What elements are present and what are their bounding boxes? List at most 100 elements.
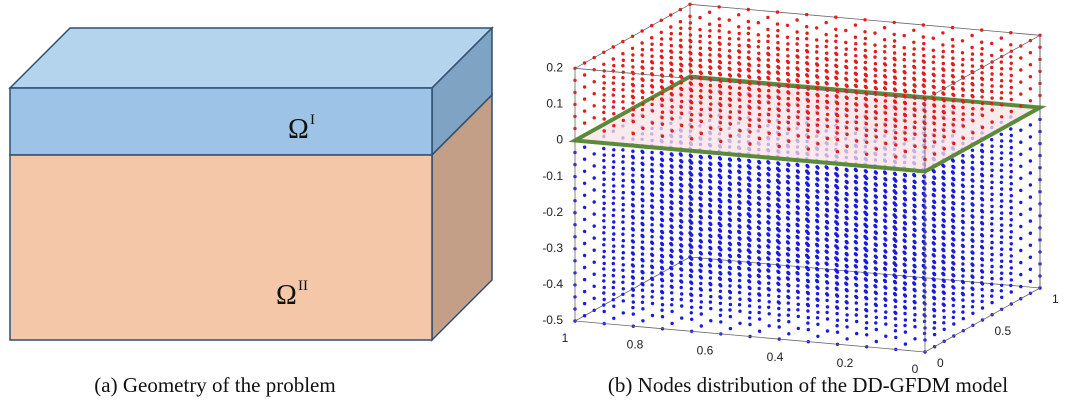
node (593, 188, 596, 191)
node (699, 113, 702, 116)
node (690, 257, 693, 260)
node (990, 72, 993, 75)
node (990, 162, 993, 165)
node (1019, 92, 1022, 95)
node (893, 51, 896, 54)
node (670, 195, 673, 198)
node (875, 340, 878, 343)
node (632, 288, 635, 291)
node (894, 324, 897, 327)
node (698, 16, 701, 19)
node (777, 66, 780, 69)
node (952, 111, 955, 114)
node (894, 288, 897, 291)
node (903, 53, 906, 56)
node (778, 217, 781, 220)
node (797, 206, 800, 209)
node (737, 25, 740, 28)
node (884, 262, 887, 265)
node (941, 55, 944, 58)
node (980, 240, 983, 243)
node (651, 157, 654, 160)
node (884, 244, 887, 247)
node (728, 164, 731, 167)
node (670, 93, 673, 96)
node (806, 105, 809, 108)
node (855, 224, 858, 227)
node (690, 215, 693, 218)
node (894, 239, 897, 242)
node (1000, 235, 1003, 238)
node (1000, 97, 1003, 100)
node (971, 167, 974, 170)
node (651, 290, 654, 293)
node (1029, 195, 1032, 198)
node (729, 86, 732, 89)
node (904, 306, 907, 309)
node (651, 61, 654, 64)
node (971, 52, 974, 55)
node (709, 90, 712, 93)
node (845, 102, 848, 105)
node (835, 228, 838, 231)
node (728, 61, 731, 64)
node (971, 221, 974, 224)
node (699, 77, 702, 80)
node (680, 280, 683, 283)
node (699, 246, 702, 249)
node (758, 191, 761, 194)
node (971, 233, 974, 236)
node (826, 77, 829, 80)
node (971, 76, 974, 79)
node (670, 279, 673, 282)
node (1009, 67, 1012, 70)
node (971, 191, 974, 194)
node (700, 96, 703, 99)
node (952, 256, 955, 259)
node (913, 253, 916, 256)
node (894, 89, 897, 92)
node (1029, 159, 1032, 162)
node (904, 90, 907, 93)
node (913, 325, 916, 328)
node (719, 278, 722, 281)
node (719, 224, 722, 227)
node (699, 34, 702, 37)
node (884, 118, 887, 121)
node (933, 218, 936, 221)
node (816, 262, 819, 265)
node (787, 332, 790, 335)
node (719, 290, 722, 293)
node (758, 287, 761, 290)
node (943, 316, 946, 319)
node (632, 216, 635, 219)
node (894, 317, 897, 320)
node (680, 190, 683, 193)
node (874, 117, 877, 120)
node (797, 267, 800, 270)
node (855, 212, 858, 215)
node (622, 191, 625, 194)
node (865, 177, 868, 180)
node (961, 310, 964, 313)
node (748, 263, 751, 266)
node (863, 30, 866, 33)
node (650, 199, 653, 202)
node (980, 95, 983, 98)
node (641, 307, 644, 310)
node (603, 226, 606, 229)
node (748, 292, 751, 295)
node (903, 252, 906, 255)
node (777, 174, 780, 177)
node (865, 237, 868, 240)
node (1029, 207, 1032, 210)
node (699, 89, 702, 92)
node (807, 232, 810, 235)
node (767, 197, 770, 200)
node (767, 113, 770, 116)
node (631, 282, 634, 285)
node (835, 192, 838, 195)
node (699, 101, 702, 104)
node (971, 155, 974, 158)
node (670, 322, 673, 325)
